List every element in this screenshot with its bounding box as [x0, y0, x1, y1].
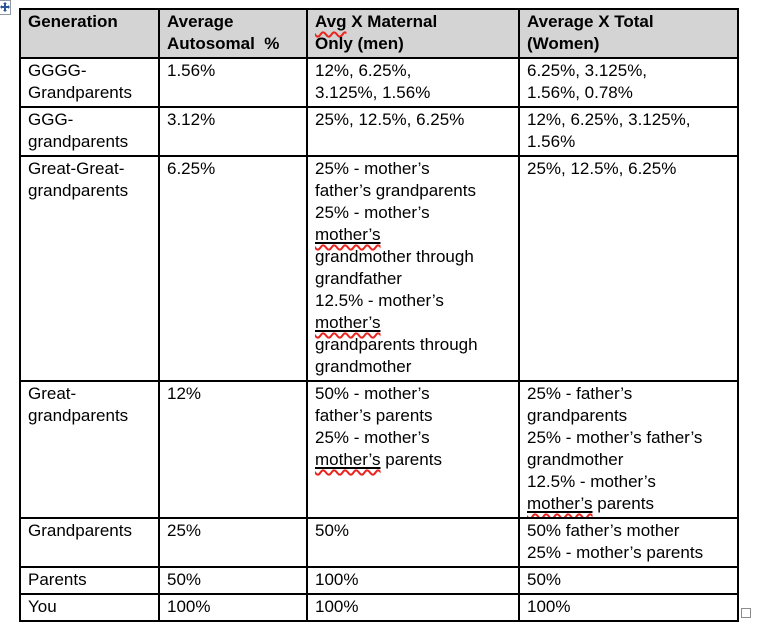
- misspelled-word: mother’s: [315, 450, 381, 469]
- table-resize-handle-icon[interactable]: [741, 608, 751, 618]
- misspelled-word: mother’s: [527, 494, 593, 513]
- table-move-handle-icon[interactable]: [0, 0, 11, 15]
- table-cell[interactable]: 12%: [158, 380, 308, 519]
- table-cell[interactable]: 50% father’s mother 25% - mother’s paren…: [518, 517, 739, 568]
- table-cell[interactable]: 25%, 12.5%, 6.25%: [518, 155, 739, 382]
- table-cell[interactable]: 50%: [518, 566, 739, 595]
- table-cell[interactable]: 12%, 6.25%, 3.125%, 1.56%: [518, 106, 739, 157]
- header-cell-avg-x-maternal-only-men[interactable]: Avg X Maternal Only (men): [306, 8, 520, 59]
- header-row: Generation Average Autosomal % Avg X Mater…: [19, 8, 739, 59]
- table-row: Great-Great- grandparents 6.25% 25% - moth…: [19, 155, 739, 382]
- table-cell[interactable]: GGG- grandparents: [19, 106, 160, 157]
- header-cell-average-autosomal[interactable]: Average Autosomal %: [158, 8, 308, 59]
- table-cell[interactable]: 25%: [158, 517, 308, 568]
- table-cell[interactable]: GGGG- Grandparents: [19, 57, 160, 108]
- table-cell[interactable]: 6.25%, 3.125%, 1.56%, 0.78%: [518, 57, 739, 108]
- underlined-word: mother’s: [315, 450, 381, 469]
- table-cell[interactable]: 3.12%: [158, 106, 308, 157]
- table-cell[interactable]: 25% - father’s grandparents 25% - mother…: [518, 380, 739, 519]
- table-cell[interactable]: 6.25%: [158, 155, 308, 382]
- table-cell[interactable]: 100%: [158, 593, 308, 622]
- underlined-word: mother’s: [315, 225, 381, 244]
- table-cell[interactable]: 50%: [306, 517, 520, 568]
- table-cell[interactable]: Great- grandparents: [19, 380, 160, 519]
- table-cell[interactable]: 50% - mother’s father’s parents 25% - mo…: [306, 380, 520, 519]
- header-cell-generation[interactable]: Generation: [19, 8, 160, 59]
- table-row: Grandparents 25% 50% 50% father’s mother 25…: [19, 517, 739, 568]
- table-cell[interactable]: 25%, 12.5%, 6.25%: [306, 106, 520, 157]
- table-cell[interactable]: 50%: [158, 566, 308, 595]
- table-row: GGGG- Grandparents 1.56% 12%, 6.25%, 3.125…: [19, 57, 739, 108]
- table-cell[interactable]: 12%, 6.25%, 3.125%, 1.56%: [306, 57, 520, 108]
- table-row: GGG- grandparents 3.12% 25%, 12.5%, 6.25% 1…: [19, 106, 739, 157]
- table-cell[interactable]: You: [19, 593, 160, 622]
- table-cell[interactable]: Grandparents: [19, 517, 160, 568]
- table-cell[interactable]: 100%: [518, 593, 739, 622]
- underlined-word: mother’s: [527, 494, 593, 513]
- table-cell[interactable]: 25% - mother’s father’s grandparents 25%…: [306, 155, 520, 382]
- underlined-word: mother’s: [315, 313, 381, 332]
- header-cell-average-x-total-women[interactable]: Average X Total (Women): [518, 8, 739, 59]
- misspelled-word: Avg: [315, 12, 347, 31]
- table-cell[interactable]: Great-Great- grandparents: [19, 155, 160, 382]
- table-cell[interactable]: 100%: [306, 566, 520, 595]
- misspelled-word: mother’s: [315, 225, 381, 244]
- table-cell[interactable]: 100%: [306, 593, 520, 622]
- table-row: Great- grandparents 12% 50% - mother’s fat…: [19, 380, 739, 519]
- x-inheritance-table: Generation Average Autosomal % Avg X Mater…: [19, 8, 739, 622]
- table-cell[interactable]: Parents: [19, 566, 160, 595]
- table-cell[interactable]: 1.56%: [158, 57, 308, 108]
- table-row: You 100% 100% 100%: [19, 593, 739, 622]
- table-row: Parents 50% 100% 50%: [19, 566, 739, 595]
- misspelled-word: mother’s: [315, 313, 381, 332]
- four-way-arrow-icon: [0, 2, 10, 12]
